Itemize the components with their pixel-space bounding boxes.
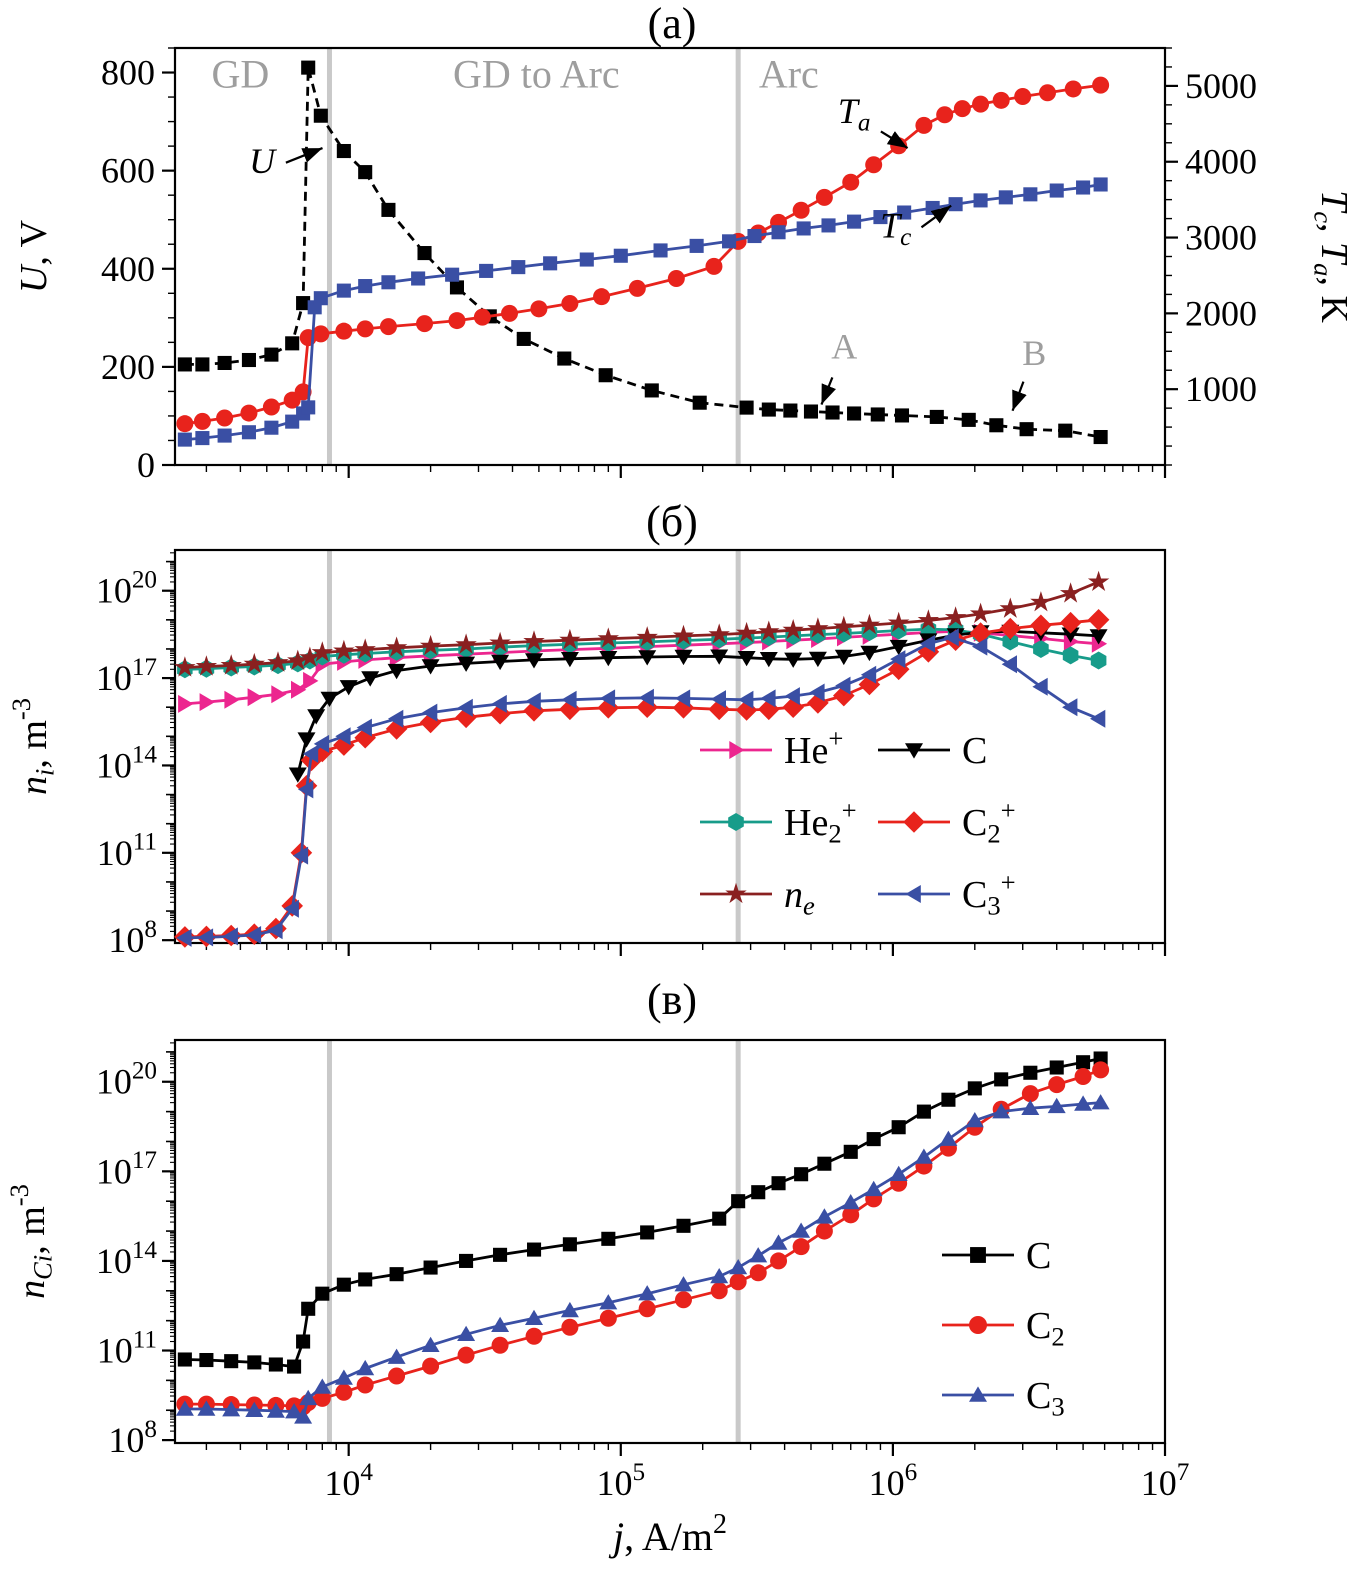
svg-text:j, A/m2: j, A/m2 bbox=[608, 1509, 727, 1559]
svg-text:5000: 5000 bbox=[1185, 66, 1257, 106]
svg-text:1020: 1020 bbox=[96, 567, 157, 611]
svg-text:600: 600 bbox=[101, 151, 155, 191]
svg-text:GD: GD bbox=[211, 52, 269, 97]
svg-text:(а): (а) bbox=[648, 0, 697, 48]
svg-text:400: 400 bbox=[101, 249, 155, 289]
svg-text:ne: ne bbox=[784, 874, 815, 921]
svg-text:U, V: U, V bbox=[13, 219, 55, 293]
svg-text:200: 200 bbox=[101, 347, 155, 387]
svg-text:C: C bbox=[962, 730, 987, 772]
svg-text:U: U bbox=[249, 141, 277, 181]
svg-text:C2: C2 bbox=[1026, 1305, 1065, 1352]
svg-text:1020: 1020 bbox=[96, 1058, 157, 1102]
svg-text:He2+: He2+ bbox=[784, 795, 857, 849]
svg-text:C3: C3 bbox=[1026, 1375, 1065, 1422]
svg-text:3000: 3000 bbox=[1185, 218, 1257, 258]
svg-text:108: 108 bbox=[108, 1416, 157, 1460]
svg-text:2000: 2000 bbox=[1185, 293, 1257, 333]
svg-text:C3+: C3+ bbox=[962, 867, 1016, 921]
svg-text:C2+: C2+ bbox=[962, 795, 1016, 849]
svg-text:1017: 1017 bbox=[96, 654, 157, 698]
panel-b-ion-density-chart: 108 1011 1014 1017 1020 He+ C He2+ C2+ ne C3+ (б) ni… bbox=[6, 497, 1167, 960]
svg-text:106: 106 bbox=[869, 1459, 918, 1503]
svg-text:Ta: Ta bbox=[838, 91, 871, 136]
svg-text:1014: 1014 bbox=[96, 741, 158, 785]
panel-v-carbon-density-chart: 104 105 106 107 108 1011 1014 1017 1020 C C2 C3 (в) n… bbox=[4, 975, 1190, 1559]
svg-text:(б): (б) bbox=[646, 497, 698, 546]
svg-text:Arc: Arc bbox=[759, 52, 819, 97]
svg-text:1011: 1011 bbox=[97, 1326, 157, 1370]
svg-text:107: 107 bbox=[1141, 1459, 1190, 1503]
svg-text:Tc: Tc bbox=[880, 206, 911, 251]
svg-text:ni, m-3: ni, m-3 bbox=[6, 698, 60, 795]
svg-text:1014: 1014 bbox=[96, 1237, 158, 1281]
svg-text:1011: 1011 bbox=[97, 829, 157, 873]
svg-text:800: 800 bbox=[101, 53, 155, 93]
svg-text:nCi, m-3: nCi, m-3 bbox=[4, 1184, 58, 1299]
svg-text:0: 0 bbox=[137, 445, 155, 485]
svg-text:104: 104 bbox=[324, 1459, 373, 1503]
svg-text:108: 108 bbox=[108, 916, 157, 960]
svg-text:1000: 1000 bbox=[1185, 369, 1257, 409]
panel-a-voltage-temperature-chart: 0 200 400 600 800 1000 2000 3000 4000 5000 GD GD to… bbox=[13, 0, 1355, 485]
svg-text:He+: He+ bbox=[784, 723, 843, 772]
svg-text:4000: 4000 bbox=[1185, 142, 1257, 182]
svg-text:105: 105 bbox=[596, 1459, 645, 1503]
svg-text:Tc, Ta, K: Tc, Ta, K bbox=[1308, 190, 1355, 323]
svg-text:A: A bbox=[831, 327, 857, 367]
svg-text:GD to Arc: GD to Arc bbox=[453, 52, 620, 97]
svg-text:C: C bbox=[1026, 1235, 1051, 1277]
svg-text:B: B bbox=[1022, 333, 1046, 373]
svg-text:(в): (в) bbox=[647, 975, 697, 1024]
svg-text:1017: 1017 bbox=[96, 1147, 157, 1191]
